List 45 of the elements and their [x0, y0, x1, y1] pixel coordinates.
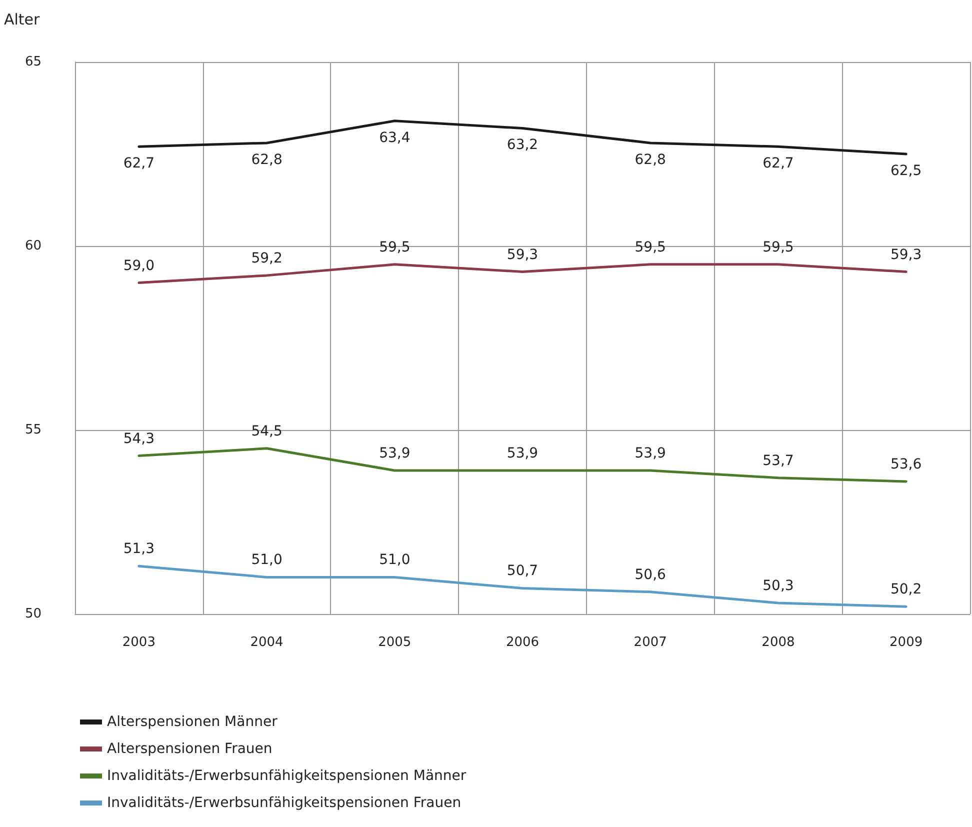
data-label: 63,2	[506, 137, 538, 154]
data-label: 50,3	[762, 578, 794, 594]
data-label: 62,7	[123, 156, 155, 172]
legend-label: Invaliditäts-/Erwerbsunfähigkeitspensionen Frauen	[107, 795, 462, 811]
x-tick-label: 2004	[250, 635, 284, 650]
x-tick-label: 2008	[762, 635, 795, 650]
y-tick-label: 50	[25, 606, 42, 622]
y-tick-label: 60	[25, 238, 42, 254]
data-label: 62,8	[251, 152, 282, 168]
data-label: 51,0	[379, 552, 410, 568]
y-tick-label: 65	[25, 54, 42, 70]
data-label: 59,5	[634, 239, 666, 256]
legend-label: Invaliditäts-/Erwerbsunfähigkeitspensionen Männer	[107, 768, 466, 784]
data-label: 51,3	[123, 541, 155, 558]
data-label: 51,0	[251, 552, 282, 568]
line-series	[138, 120, 908, 156]
data-label: 62,7	[762, 156, 794, 172]
data-label: 63,4	[379, 130, 410, 146]
data-label: 62,8	[634, 152, 666, 168]
data-label: 50,7	[506, 563, 538, 580]
data-label: 59,3	[890, 246, 922, 263]
data-label: 53,7	[762, 452, 794, 469]
x-tick-label: 2007	[634, 635, 667, 650]
y-axis-title: Alter	[4, 10, 41, 28]
data-label: 59,3	[506, 246, 538, 263]
data-label: 50,2	[890, 582, 922, 598]
x-tick-label: 2006	[506, 635, 540, 650]
data-label: 59,5	[762, 239, 794, 256]
data-label: 59,5	[379, 239, 410, 256]
legend-label: Alterspensionen Frauen	[107, 741, 272, 757]
data-label: 50,6	[634, 566, 666, 583]
data-label: 59,2	[251, 250, 282, 266]
data-label: 54,3	[123, 430, 155, 447]
data-label: 54,5	[251, 423, 282, 440]
data-label: 53,9	[634, 445, 666, 462]
data-label: 53,6	[890, 456, 922, 473]
data-label: 62,5	[890, 163, 922, 179]
data-label: 53,9	[379, 445, 410, 462]
data-label: 59,0	[123, 258, 155, 274]
legend-label: Alterspensionen Männer	[107, 714, 278, 730]
data-label: 53,9	[506, 445, 538, 462]
x-tick-label: 2003	[122, 635, 156, 650]
x-tick-label: 2009	[890, 635, 923, 650]
y-tick-label: 55	[25, 422, 42, 438]
x-tick-label: 2005	[378, 635, 412, 650]
